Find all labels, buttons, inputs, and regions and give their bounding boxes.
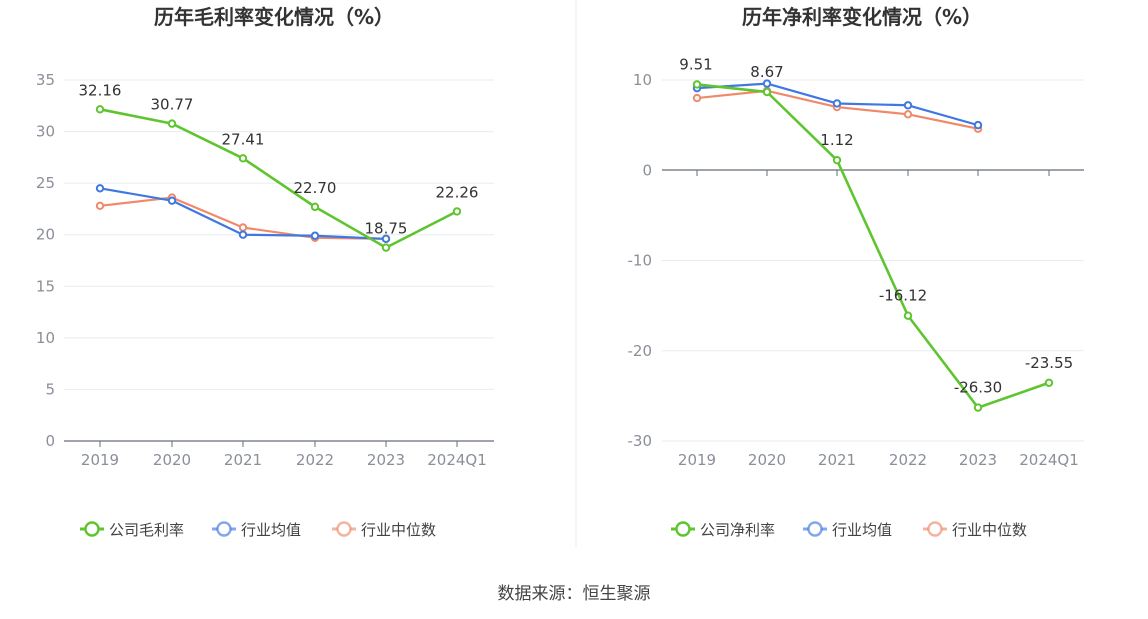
x-tick-label: 2022 xyxy=(889,451,927,469)
data-point[interactable] xyxy=(973,403,983,412)
y-tick-label: 0 xyxy=(45,432,55,450)
x-tick-label: 2024Q1 xyxy=(1019,451,1079,469)
y-tick-label: 5 xyxy=(45,380,55,398)
data-point[interactable] xyxy=(310,202,320,212)
data-label: 22.26 xyxy=(436,183,479,201)
x-tick-label: 2020 xyxy=(748,451,786,469)
legend-label: 公司净利率 xyxy=(700,521,775,539)
data-point[interactable] xyxy=(762,87,772,97)
y-tick-label: 0 xyxy=(642,161,652,179)
data-label: 1.12 xyxy=(820,131,853,149)
x-tick-label: 2019 xyxy=(678,451,716,469)
data-point[interactable] xyxy=(452,207,462,216)
data-point[interactable] xyxy=(167,119,177,128)
data-label: -23.55 xyxy=(1025,354,1073,372)
data-point[interactable] xyxy=(1044,378,1054,387)
chart-1: 历年毛利率变化情况（%） 0 5 10 15 20 25 30 35 2019 2020 2021 20… xyxy=(36,5,494,539)
legend-label: 行业中位数 xyxy=(361,521,436,539)
data-label: 30.77 xyxy=(151,96,194,114)
data-point[interactable] xyxy=(903,101,913,110)
data-point[interactable] xyxy=(238,223,248,232)
legend-marker-icon xyxy=(807,521,823,537)
data-point[interactable] xyxy=(167,196,177,205)
data-label: -16.12 xyxy=(879,287,927,305)
chart-title: 历年毛利率变化情况（%） xyxy=(154,5,394,29)
data-point[interactable] xyxy=(238,154,248,163)
data-source-note: 数据来源：恒生聚源 xyxy=(497,584,651,604)
data-point[interactable] xyxy=(903,311,913,320)
legend-marker-icon xyxy=(336,521,352,537)
legend-marker-icon xyxy=(927,521,943,537)
legend-label: 行业中位数 xyxy=(952,521,1027,539)
x-tick-label: 2021 xyxy=(224,451,262,469)
data-point[interactable] xyxy=(381,234,391,244)
data-label: -26.30 xyxy=(954,379,1002,397)
data-point[interactable] xyxy=(692,93,702,103)
legend-marker-icon xyxy=(675,521,691,537)
series-line xyxy=(696,83,1050,409)
y-tick-label: 30 xyxy=(36,123,55,141)
y-tick-label: 10 xyxy=(36,329,55,347)
y-tick-label: 25 xyxy=(36,174,55,192)
data-label: 9.51 xyxy=(679,55,712,73)
legend-item[interactable]: 行业中位数 xyxy=(332,521,436,539)
y-tick-label: 20 xyxy=(36,226,55,244)
legend-label: 行业均值 xyxy=(832,521,892,539)
data-point[interactable] xyxy=(95,105,105,114)
x-tick-label: 2021 xyxy=(818,451,856,469)
data-point[interactable] xyxy=(692,80,702,89)
data-label: 27.41 xyxy=(222,130,265,148)
x-tick-label: 2020 xyxy=(153,451,191,469)
data-point[interactable] xyxy=(310,231,320,240)
legend-label: 公司毛利率 xyxy=(109,521,184,539)
y-tick-label: -10 xyxy=(628,252,653,270)
y-tick-label: 35 xyxy=(36,71,55,89)
data-point[interactable] xyxy=(95,184,105,193)
data-point[interactable] xyxy=(832,99,842,108)
x-tick-label: 2022 xyxy=(296,451,334,469)
y-tick-label: 10 xyxy=(633,71,652,89)
y-tick-label: -20 xyxy=(628,342,653,360)
data-point[interactable] xyxy=(903,110,913,119)
charts-canvas: 历年毛利率变化情况（%） 0 5 10 15 20 25 30 35 2019 2020 2021 20… xyxy=(36,0,1084,548)
x-tick-label: 2023 xyxy=(367,451,405,469)
legend-item[interactable]: 行业中位数 xyxy=(923,521,1027,539)
data-point[interactable] xyxy=(95,201,105,211)
y-tick-label: -30 xyxy=(628,432,653,450)
legend-item[interactable]: 公司净利率 xyxy=(671,521,775,539)
legend-item[interactable]: 行业均值 xyxy=(212,521,301,539)
data-label: 22.70 xyxy=(294,179,337,197)
x-tick-label: 2024Q1 xyxy=(427,451,487,469)
data-point[interactable] xyxy=(381,243,391,252)
legend-marker-icon xyxy=(84,521,100,537)
data-point[interactable] xyxy=(832,155,842,165)
series-line xyxy=(99,108,458,249)
x-tick-label: 2019 xyxy=(81,451,119,469)
legend-item[interactable]: 公司毛利率 xyxy=(80,521,184,539)
data-label: 18.75 xyxy=(365,220,408,238)
legend-label: 行业均值 xyxy=(241,521,301,539)
data-label: 32.16 xyxy=(79,81,122,99)
data-point[interactable] xyxy=(238,230,248,239)
chart-2: 历年净利率变化情况（%） -30 -20 -10 0 10 2019 2020 2021 2022… xyxy=(628,5,1084,539)
chart-title: 历年净利率变化情况（%） xyxy=(742,5,982,29)
x-tick-label: 2023 xyxy=(959,451,997,469)
legend-marker-icon xyxy=(216,521,232,537)
data-label: 8.67 xyxy=(750,63,783,81)
data-point[interactable] xyxy=(973,120,983,130)
y-tick-label: 15 xyxy=(36,277,55,295)
legend-item[interactable]: 行业均值 xyxy=(803,521,892,539)
data-point[interactable] xyxy=(762,79,772,88)
